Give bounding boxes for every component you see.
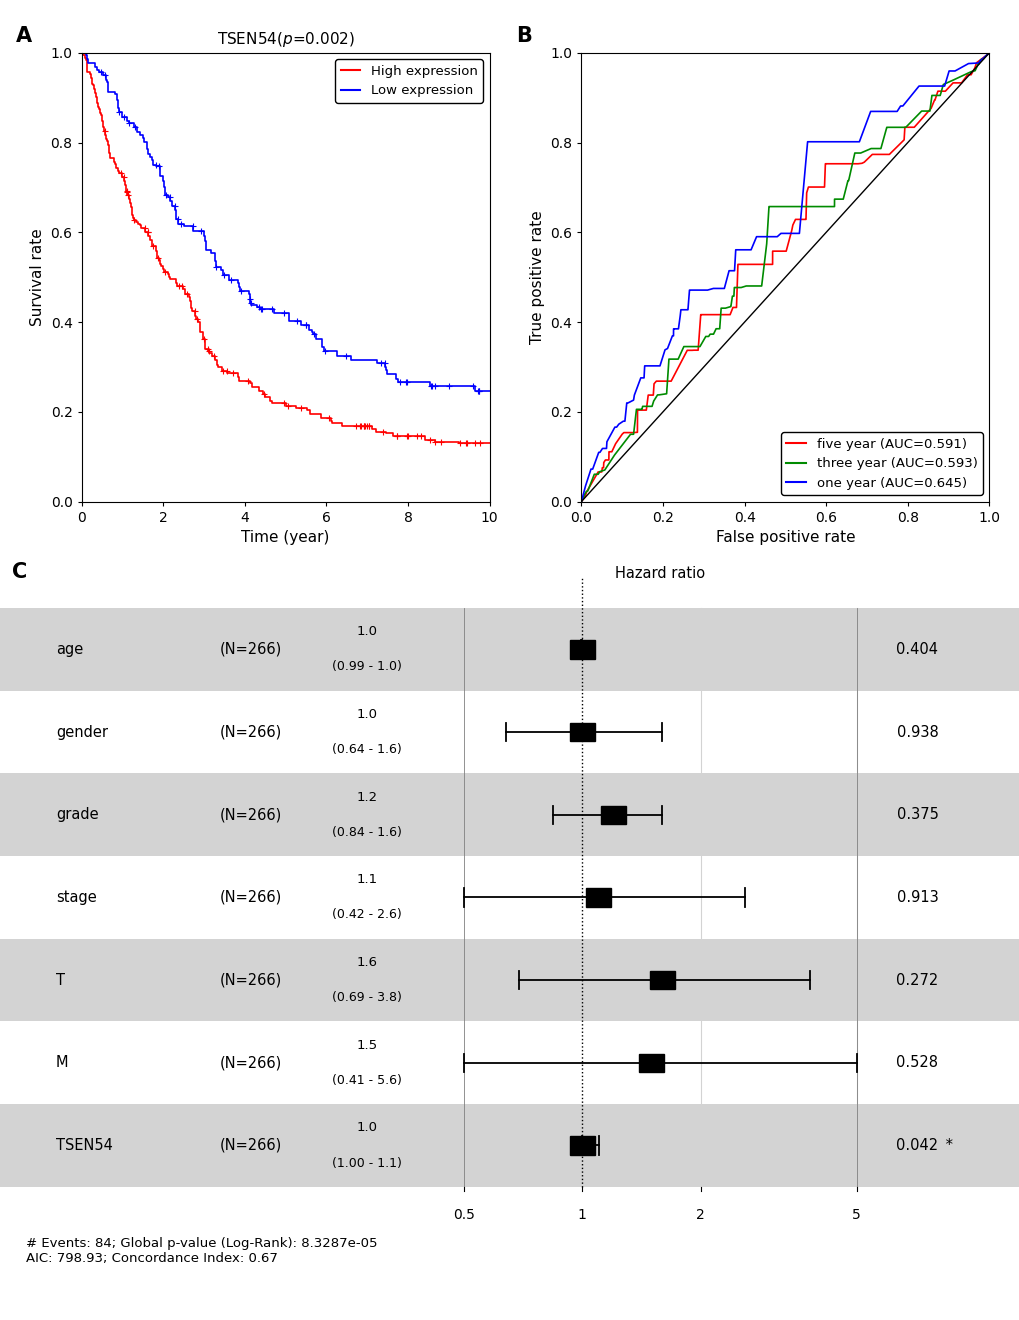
Bar	[570, 640, 594, 659]
X-axis label: Time (year): Time (year)	[242, 531, 329, 545]
Text: (0.69 - 3.8): (0.69 - 3.8)	[332, 991, 401, 1005]
Text: (0.99 - 1.0): (0.99 - 1.0)	[332, 660, 401, 673]
Text: 0.272: 0.272	[896, 973, 937, 987]
Y-axis label: Survival rate: Survival rate	[30, 228, 45, 326]
Text: (N=266): (N=266)	[219, 1055, 281, 1071]
Text: C: C	[12, 562, 28, 582]
Text: stage: stage	[56, 890, 97, 906]
Bar	[0, 774, 1019, 857]
Text: (0.42 - 2.6): (0.42 - 2.6)	[332, 908, 401, 921]
Title: TSEN54($p$=0.002): TSEN54($p$=0.002)	[216, 30, 355, 49]
Y-axis label: True positive rate: True positive rate	[529, 210, 544, 345]
Text: (1.00 - 1.1): (1.00 - 1.1)	[332, 1156, 401, 1170]
Text: 1.0: 1.0	[357, 1121, 377, 1134]
Text: 2: 2	[696, 1208, 704, 1222]
Text: T: T	[56, 973, 65, 987]
Text: 1.5: 1.5	[357, 1039, 377, 1052]
Text: (N=266): (N=266)	[219, 1138, 281, 1152]
Text: 0.375: 0.375	[896, 808, 937, 822]
Bar	[639, 1053, 663, 1072]
Text: 0.042: 0.042	[896, 1138, 937, 1152]
Text: 0.938: 0.938	[896, 725, 937, 739]
Text: TSEN54: TSEN54	[56, 1138, 113, 1152]
Text: # Events: 84; Global p-value (Log-Rank): 8.3287e-05
AIC: 798.93; Concordance Ind: # Events: 84; Global p-value (Log-Rank):…	[25, 1237, 377, 1265]
Text: (0.41 - 5.6): (0.41 - 5.6)	[332, 1074, 401, 1086]
Bar	[649, 972, 674, 989]
Text: 0.913: 0.913	[896, 890, 937, 906]
Text: 0.5: 0.5	[452, 1208, 475, 1222]
Text: (N=266): (N=266)	[219, 973, 281, 987]
Text: (N=266): (N=266)	[219, 642, 281, 657]
Text: (0.64 - 1.6): (0.64 - 1.6)	[332, 743, 401, 756]
Text: 0.404: 0.404	[896, 642, 937, 657]
Text: A: A	[16, 26, 33, 46]
Text: 5: 5	[852, 1208, 860, 1222]
Text: M: M	[56, 1055, 68, 1071]
Text: gender: gender	[56, 725, 108, 739]
Text: 1.6: 1.6	[357, 956, 377, 969]
Text: (N=266): (N=266)	[219, 890, 281, 906]
Text: grade: grade	[56, 808, 99, 822]
Text: 1.0: 1.0	[357, 626, 377, 639]
Bar	[0, 1104, 1019, 1187]
Legend: High expression, Low expression: High expression, Low expression	[335, 59, 483, 103]
Text: 1: 1	[578, 1208, 586, 1222]
X-axis label: False positive rate: False positive rate	[715, 531, 854, 545]
Text: (0.84 - 1.6): (0.84 - 1.6)	[332, 826, 401, 838]
Text: *: *	[941, 1138, 953, 1152]
Text: (N=266): (N=266)	[219, 725, 281, 739]
Text: B: B	[516, 26, 532, 46]
Text: age: age	[56, 642, 84, 657]
Bar	[570, 723, 594, 742]
Text: 1.2: 1.2	[357, 791, 377, 804]
Bar	[0, 690, 1019, 774]
Text: 0.528: 0.528	[896, 1055, 937, 1071]
Bar	[0, 939, 1019, 1022]
Bar	[600, 805, 625, 824]
Text: 1.1: 1.1	[357, 874, 377, 886]
Text: Hazard ratio: Hazard ratio	[614, 566, 705, 581]
Bar	[0, 857, 1019, 939]
Legend: five year (AUC=0.591), three year (AUC=0.593), one year (AUC=0.645): five year (AUC=0.591), three year (AUC=0…	[781, 432, 982, 495]
Bar	[0, 1022, 1019, 1104]
Bar	[570, 1137, 594, 1155]
Text: (N=266): (N=266)	[219, 808, 281, 822]
Bar	[0, 609, 1019, 690]
Bar	[586, 888, 610, 907]
Text: 1.0: 1.0	[357, 708, 377, 721]
